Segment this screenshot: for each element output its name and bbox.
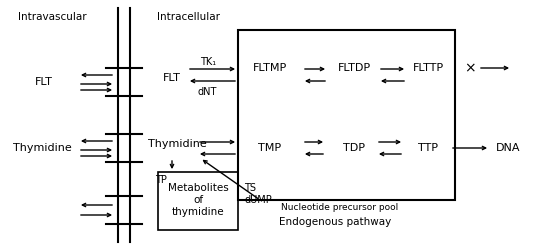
Text: TP: TP	[155, 175, 167, 185]
Text: TS: TS	[244, 183, 256, 193]
Text: dNT: dNT	[197, 87, 217, 97]
Text: TK₁: TK₁	[200, 57, 216, 67]
Text: Endogenous pathway: Endogenous pathway	[279, 217, 391, 227]
Text: TMP: TMP	[258, 143, 282, 153]
Text: FLT: FLT	[35, 77, 53, 87]
Text: Thymidine: Thymidine	[148, 139, 206, 149]
Text: dUMP: dUMP	[244, 195, 272, 205]
Text: FLT: FLT	[163, 73, 181, 83]
Text: Nucleotide precursor pool: Nucleotide precursor pool	[281, 203, 399, 211]
Bar	[238, 30, 455, 200]
Text: DNA: DNA	[496, 143, 520, 153]
Text: FLTTP: FLTTP	[413, 63, 444, 73]
Text: Thymidine: Thymidine	[12, 143, 71, 153]
Text: FLTDP: FLTDP	[337, 63, 370, 73]
Text: TTP: TTP	[418, 143, 438, 153]
Text: Intravascular: Intravascular	[18, 12, 86, 22]
Text: Intracellular: Intracellular	[156, 12, 219, 22]
Text: TDP: TDP	[343, 143, 365, 153]
Text: ×: ×	[464, 61, 476, 75]
Bar	[158, 172, 238, 230]
Text: FLTMP: FLTMP	[253, 63, 287, 73]
Text: Metabolites
of
thymidine: Metabolites of thymidine	[168, 183, 229, 217]
